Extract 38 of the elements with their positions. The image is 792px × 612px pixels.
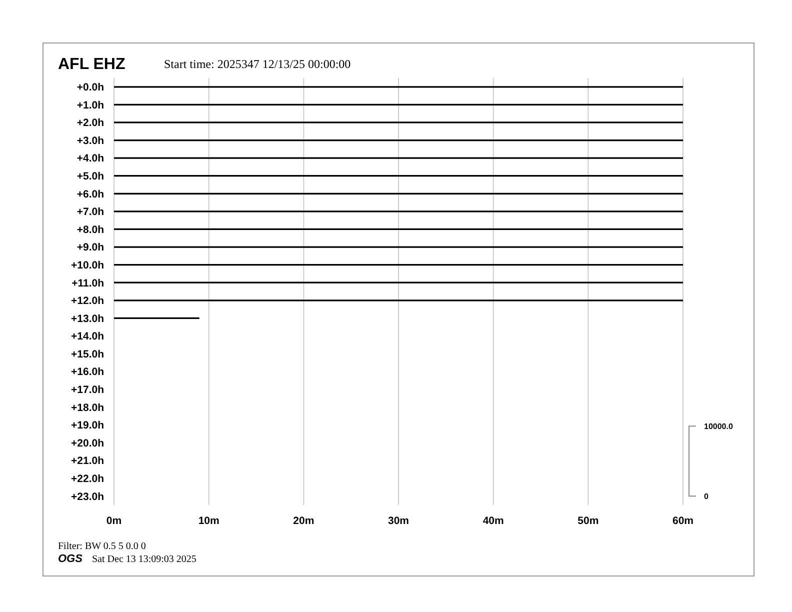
y-tick-label: +4.0h bbox=[76, 152, 104, 165]
chart-subtitle: Start time: 2025347 12/13/25 00:00:00 bbox=[164, 57, 351, 71]
text: Filter: BW 0.5 5 0.0 0 bbox=[58, 541, 146, 552]
y-tick-label: +11.0h bbox=[72, 277, 104, 290]
x-tick-label: 40m bbox=[482, 515, 504, 527]
y-tick-label: +16.0h bbox=[71, 366, 104, 378]
y-tick-label: +19.0h bbox=[71, 420, 104, 432]
y-tick-label: +12.0h bbox=[71, 295, 104, 308]
text: 0 bbox=[704, 492, 709, 501]
y-tick-label: +10.0h bbox=[71, 259, 104, 272]
y-tick-label: +15.0h bbox=[71, 348, 104, 360]
x-tick-label: 30m bbox=[388, 515, 410, 527]
x-tick-label: 10m bbox=[198, 515, 220, 527]
y-tick-label: +2.0h bbox=[76, 117, 104, 130]
y-tick-label: +18.0h bbox=[71, 402, 104, 414]
y-tick-label: +3.0h bbox=[76, 134, 104, 147]
y-tick-label: +9.0h bbox=[76, 242, 104, 254]
y-tick-label: +17.0h bbox=[71, 384, 104, 396]
y-tick-label: +20.0h bbox=[71, 437, 104, 450]
y-tick-label: +5.0h bbox=[76, 170, 104, 183]
x-tick-label: 50m bbox=[578, 515, 599, 527]
y-tick-label: +6.0h bbox=[76, 188, 104, 200]
y-tick-label: +13.0h bbox=[71, 312, 104, 325]
y-tick-label: +21.0h bbox=[71, 455, 104, 468]
x-tick-label: 0m bbox=[106, 515, 122, 527]
y-tick-label: +22.0h bbox=[71, 472, 104, 485]
text: 10000.0 bbox=[704, 422, 734, 431]
x-tick-label: 60m bbox=[672, 515, 694, 527]
y-tick-label: +8.0h bbox=[76, 224, 104, 236]
y-tick-label: +1.0h bbox=[76, 99, 104, 112]
y-tick-label: +7.0h bbox=[76, 206, 104, 218]
y-tick-label: +23.0h bbox=[71, 490, 104, 503]
x-tick-label: 20m bbox=[293, 515, 314, 527]
chart-title: AFL EHZ bbox=[58, 56, 126, 73]
y-tick-label: +0.0h bbox=[76, 82, 104, 94]
text: OGS bbox=[58, 553, 84, 565]
text: Sat Dec 13 13:09:03 2025 bbox=[92, 554, 196, 565]
y-tick-label: +14.0h bbox=[71, 330, 104, 343]
